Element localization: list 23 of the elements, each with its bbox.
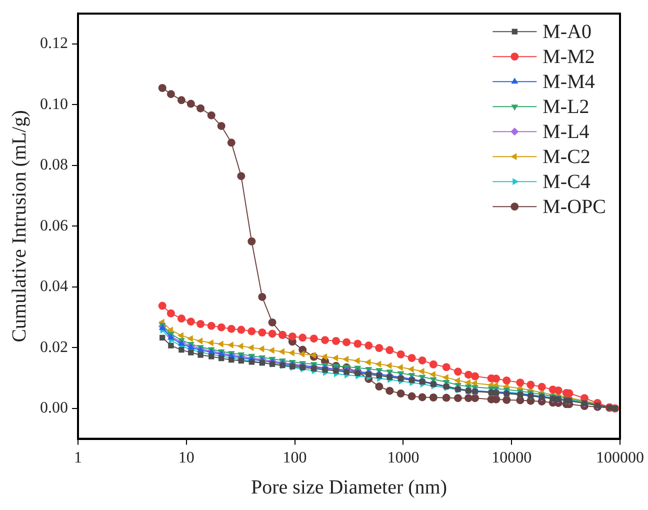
y-tick-label: 0.10: [40, 96, 68, 113]
legend-label: M-OPC: [542, 196, 606, 218]
legend-label: M-M4: [542, 70, 595, 93]
legend-label: M-M2: [542, 46, 595, 68]
x-tick-label: 10000: [492, 450, 532, 467]
y-axis-title: Cumulative Intrusion (mL/g): [8, 110, 30, 342]
y-tick-label: 0.02: [40, 338, 68, 356]
y-tick-label: 0.06: [40, 217, 68, 234]
y-tick-label: 0.12: [40, 35, 68, 52]
x-tick-label: 1: [74, 450, 82, 467]
y-tick-label: 0.08: [40, 156, 68, 174]
y-tick-label: 0.00: [40, 400, 68, 417]
x-tick-label: 1000: [387, 450, 420, 467]
legend-label: M-C2: [542, 146, 590, 168]
x-axis-title: Pore size Diameter (nm): [250, 476, 448, 498]
legend-label: M-L4: [542, 120, 590, 143]
legend-label: M-C4: [542, 170, 590, 193]
x-tick-label: 10: [178, 450, 194, 467]
legend-label: M-A0: [542, 20, 592, 43]
legend-label: M-L2: [542, 96, 590, 118]
y-tick-label: 0.04: [40, 278, 68, 296]
x-tick-label: 100000: [596, 450, 644, 467]
x-tick-label: 100: [282, 450, 307, 467]
